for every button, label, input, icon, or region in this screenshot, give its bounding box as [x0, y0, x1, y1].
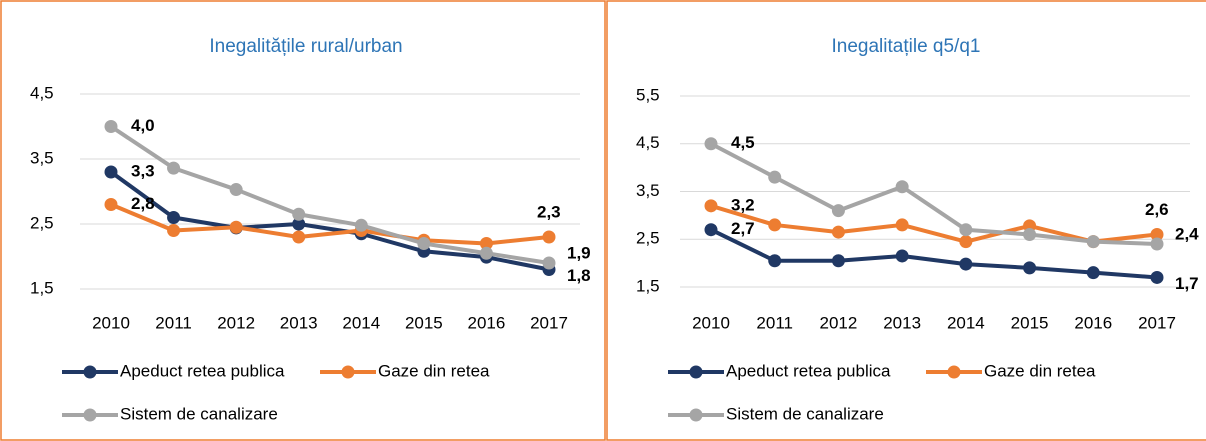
data-point [104, 198, 118, 211]
y-tick-label: 1,5 [30, 278, 54, 297]
data-point [292, 230, 306, 244]
data-label: 1,9 [567, 243, 591, 262]
data-point [768, 170, 782, 184]
data-point [417, 237, 431, 250]
series-line [109, 124, 550, 265]
legend-marker [83, 365, 97, 379]
x-tick-label: 2012 [820, 313, 858, 332]
data-point [542, 230, 556, 244]
data-point [895, 180, 909, 194]
data-point [831, 225, 845, 239]
x-tick-label: 2013 [883, 313, 921, 332]
data-label: 3,3 [131, 161, 155, 180]
data-point [479, 246, 493, 260]
x-tick-label: 2014 [947, 313, 985, 332]
data-point [1150, 227, 1164, 241]
x-tick-label: 2016 [1074, 313, 1112, 332]
data-label: 2,3 [537, 202, 561, 221]
legend-label: Apeduct retea publica [726, 361, 891, 380]
x-tick-label: 2016 [468, 313, 506, 332]
data-point [542, 256, 556, 270]
data-label: 3,2 [731, 195, 755, 214]
data-point [704, 223, 718, 237]
data-point [895, 218, 909, 232]
data-point [768, 254, 782, 268]
x-tick-label: 2012 [217, 313, 255, 332]
data-point [959, 257, 973, 271]
data-point [1023, 261, 1037, 275]
y-tick-label: 4,5 [30, 83, 54, 102]
data-point [959, 235, 973, 249]
data-point [1150, 237, 1164, 251]
data-label: 1,8 [567, 266, 591, 285]
x-tick-label: 2015 [1011, 313, 1049, 332]
x-tick-label: 2013 [280, 313, 318, 332]
legend-label: Gaze din retea [984, 361, 1096, 380]
data-label: 2,4 [1175, 225, 1199, 244]
series-line [710, 227, 1158, 280]
data-point [1150, 270, 1164, 284]
data-point [229, 183, 243, 197]
series-line [109, 170, 550, 272]
legend-marker [947, 365, 961, 379]
x-tick-label: 2017 [530, 313, 568, 332]
data-label: 2,6 [1145, 200, 1169, 219]
data-point [895, 249, 909, 263]
data-label: 2,8 [131, 194, 155, 213]
data-point [167, 224, 181, 237]
y-tick-label: 3,5 [30, 148, 54, 167]
data-point [704, 199, 718, 213]
data-point [104, 165, 118, 179]
legend-label: Gaze din retea [378, 361, 490, 380]
series-line [110, 202, 550, 246]
legend-label: Sistem de canalizare [120, 404, 278, 423]
panel-border [0, 0, 606, 441]
panel-border [606, 0, 1206, 441]
data-point [1023, 227, 1037, 241]
data-point [1086, 266, 1100, 280]
data-label: 1,7 [1175, 274, 1199, 293]
x-tick-label: 2015 [405, 313, 443, 332]
legend-label: Apeduct retea publica [120, 361, 285, 380]
y-tick-label: 2,5 [636, 229, 660, 248]
data-point [354, 218, 368, 232]
x-tick-label: 2011 [756, 313, 793, 332]
data-point [292, 207, 306, 221]
legend-marker [689, 408, 703, 422]
x-tick-label: 2011 [155, 313, 192, 332]
legend-marker [83, 408, 97, 422]
data-point [479, 237, 493, 250]
data-point [959, 223, 973, 237]
data-point [292, 217, 306, 231]
data-label: 4,5 [731, 133, 755, 152]
data-point [167, 161, 181, 175]
legend-label: Sistem de canalizare [726, 404, 884, 423]
x-tick-label: 2010 [92, 313, 130, 332]
data-label: 2,7 [731, 219, 755, 238]
x-tick-label: 2010 [692, 313, 730, 332]
chart-title: Inegalitațile q5/q1 [832, 36, 981, 57]
data-point [831, 254, 845, 268]
x-tick-label: 2017 [1138, 313, 1176, 332]
data-point [104, 120, 118, 133]
x-tick-label: 2014 [342, 313, 380, 332]
y-tick-label: 2,5 [30, 213, 54, 232]
y-tick-label: 3,5 [636, 181, 660, 200]
y-tick-label: 4,5 [636, 133, 660, 152]
y-tick-label: 1,5 [636, 276, 660, 295]
chart-title: Inegalitățile rural/urban [209, 36, 402, 57]
legend-marker [689, 365, 703, 379]
data-point [831, 204, 845, 218]
data-point [167, 211, 181, 224]
data-label: 4,0 [131, 116, 155, 135]
y-tick-label: 5,5 [636, 85, 660, 104]
data-point [1086, 235, 1100, 249]
legend-marker [341, 365, 355, 379]
series-line [710, 141, 1158, 247]
data-point [704, 137, 718, 151]
data-point [768, 218, 782, 232]
data-point [229, 220, 243, 234]
